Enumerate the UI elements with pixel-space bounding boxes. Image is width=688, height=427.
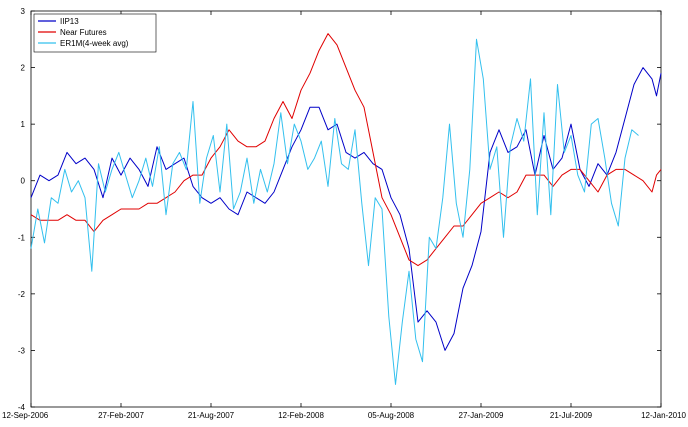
x-tick-label: 12-Sep-2006 [2, 411, 49, 420]
x-tick-label: 21-Jul-2009 [550, 411, 593, 420]
x-tick-label: 12-Feb-2008 [278, 411, 324, 420]
x-tick-label: 12-Jan-2010 [641, 411, 686, 420]
legend-label-2: ER1M(4-week avg) [60, 39, 129, 48]
y-tick-label: -1 [18, 233, 26, 242]
y-tick-label: 3 [21, 7, 26, 16]
y-axis: -4 -3 -2 -1 0 1 2 3 [18, 7, 661, 412]
y-tick-label: 1 [21, 120, 26, 129]
y-tick-label: -4 [18, 403, 26, 412]
legend-box [33, 13, 157, 53]
x-tick-label: 27-Jan-2009 [459, 411, 504, 420]
x-tick-label: 27-Feb-2007 [98, 411, 144, 420]
legend-label-0: IIP13 [60, 17, 79, 26]
legend-label-1: Near Futures [60, 28, 107, 37]
x-tick-label: 21-Aug-2007 [188, 411, 235, 420]
x-axis: 12-Sep-2006 27-Feb-2007 21-Aug-2007 12-Feb-… [2, 11, 687, 420]
series-layer [30, 33, 662, 385]
series-line-1 [30, 33, 662, 267]
y-tick-label: -2 [18, 290, 26, 299]
y-tick-label: 0 [21, 177, 26, 186]
x-tick-label: 05-Aug-2008 [368, 411, 415, 420]
y-tick-label: 2 [21, 64, 26, 73]
legend: IIP13 Near Futures ER1M(4-week avg) [33, 13, 157, 53]
y-tick-label: -3 [18, 346, 26, 355]
series-line-2 [30, 38, 639, 385]
